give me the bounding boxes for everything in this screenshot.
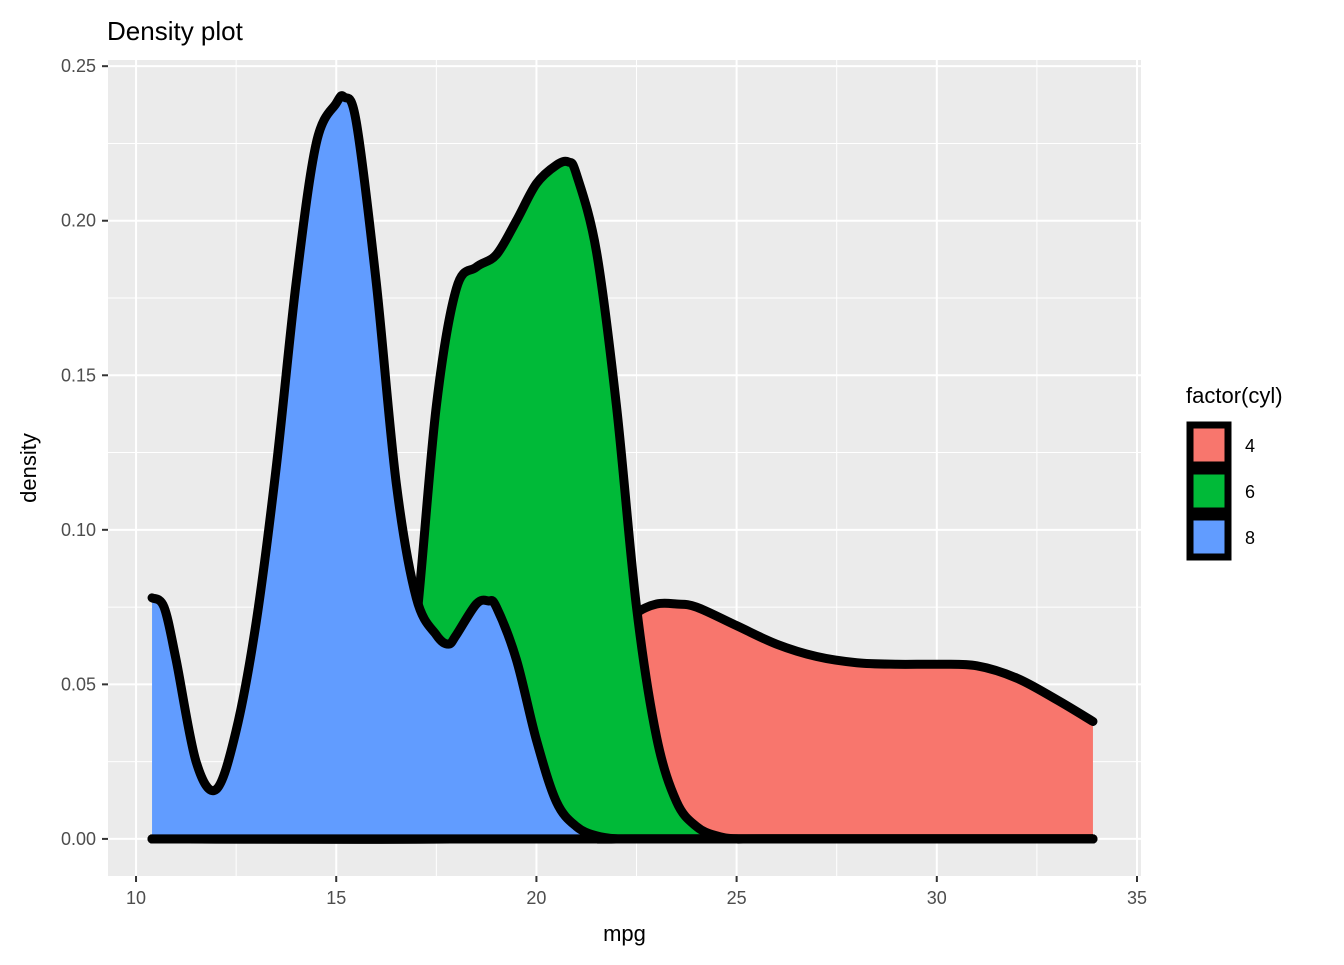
legend-key-cyl-4 — [1186, 421, 1232, 469]
y-tick-label: 0.15 — [61, 365, 96, 385]
x-tick-label: 20 — [526, 888, 546, 908]
y-axis-title: density — [16, 433, 41, 503]
legend-label-cyl-8: 8 — [1245, 528, 1255, 548]
x-axis-title: mpg — [603, 921, 646, 946]
x-tick-label: 25 — [727, 888, 747, 908]
y-axis: 0.00 0.05 0.10 0.15 0.20 0.25 — [61, 56, 108, 849]
density-curve-cyl-8 — [147, 91, 1098, 844]
legend-key-cyl-8 — [1186, 513, 1232, 561]
chart-title: Density plot — [107, 16, 244, 46]
legend-label-cyl-6: 6 — [1245, 482, 1255, 502]
density-areas — [147, 91, 1098, 844]
x-tick-label: 10 — [126, 888, 146, 908]
legend: factor(cyl) 4 6 8 — [1186, 383, 1283, 561]
legend-label-cyl-4: 4 — [1245, 436, 1255, 456]
y-tick-label: 0.10 — [61, 520, 96, 540]
y-tick-label: 0.25 — [61, 56, 96, 76]
y-tick-label: 0.20 — [61, 211, 96, 231]
density-fill-cyl-8 — [152, 95, 1093, 840]
x-tick-label: 30 — [927, 888, 947, 908]
x-tick-label: 35 — [1127, 888, 1147, 908]
legend-key-cyl-6 — [1186, 467, 1232, 515]
y-tick-label: 0.05 — [61, 674, 96, 694]
legend-title: factor(cyl) — [1186, 383, 1283, 408]
x-tick-label: 15 — [326, 888, 346, 908]
x-axis: 10 15 20 25 30 35 — [126, 876, 1147, 908]
y-tick-label: 0.00 — [61, 829, 96, 849]
